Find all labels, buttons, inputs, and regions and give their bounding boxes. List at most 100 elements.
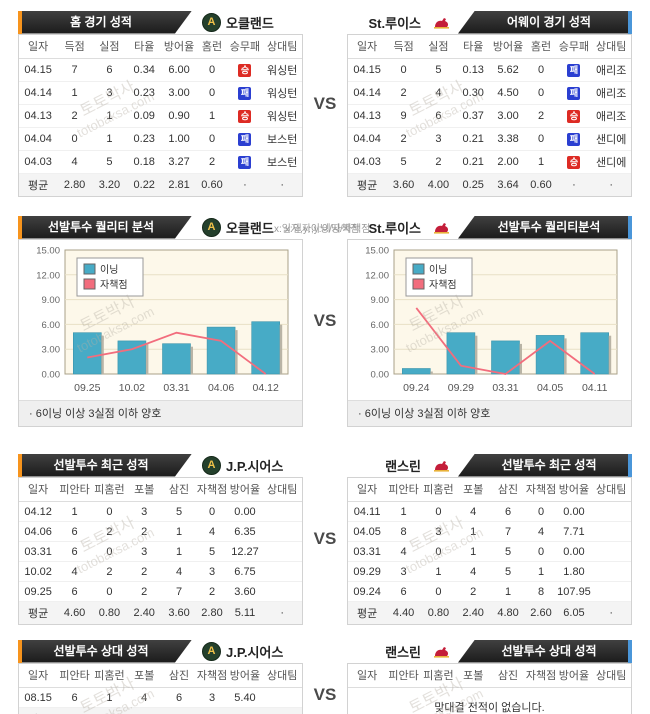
cell: 0.34 — [126, 58, 162, 82]
tab-quality-analysis: 선발투수 퀄리티분석 — [458, 215, 628, 239]
vs-label: VS — [313, 529, 337, 548]
cell: 6 — [57, 541, 93, 562]
cell: 12.27 — [227, 541, 263, 562]
cell — [262, 687, 302, 708]
cell: 7 — [490, 521, 526, 542]
svg-text:04.05: 04.05 — [537, 382, 563, 394]
cell: 5 — [490, 561, 526, 582]
cell: 4.80 — [490, 601, 526, 624]
cell: 3 — [126, 541, 162, 562]
cell: 6 — [57, 581, 93, 602]
cell: 0.00 — [227, 501, 263, 522]
cell: 3 — [126, 501, 162, 522]
cell: 7 — [57, 58, 93, 82]
svg-text:3.00: 3.00 — [42, 345, 61, 356]
cell: 0.21 — [455, 150, 491, 174]
cell: 평균 — [19, 707, 58, 714]
cell: 샌디에 — [591, 150, 631, 174]
cell: 워싱턴 — [262, 104, 302, 128]
cell: 0.23 — [126, 81, 162, 105]
cell: 2.40 — [126, 601, 162, 624]
cell: 6.00 — [161, 707, 197, 714]
cell: 1.00 — [92, 707, 127, 714]
cell: 2 — [92, 561, 127, 582]
cell: 5.62 — [490, 58, 526, 82]
cell: 03.31 — [348, 541, 387, 562]
panel-quality-oakland: 선발투수 퀄리티 분석 A 오클랜드 x:일자,y:이닝/자책점 0.00 3.0… — [18, 215, 370, 427]
table-row: 10.02 4 2 2 4 3 6.75 — [19, 561, 302, 582]
cell: 3 — [421, 127, 456, 151]
cell: 0 — [92, 541, 127, 562]
cell: 1 — [490, 581, 526, 602]
cardinals-logo — [432, 644, 452, 659]
column-header: 일자 — [348, 478, 387, 502]
result-badge-lose: 패 — [567, 63, 581, 77]
result-badge-lose: 패 — [238, 86, 252, 100]
cell: 5 — [386, 150, 422, 174]
panel-header: 선발투수 최근 성적 A J.P.시어스 — [18, 453, 303, 477]
section-game-records: 홈 경기 성적 A 오클랜드 일자 득점 실점 타율 방어율 홈런 승무패 상대팀 04.15 7… — [0, 10, 650, 197]
cell: 04.15 — [348, 58, 387, 82]
cell: 6 — [92, 58, 127, 82]
cell: 6 — [386, 581, 422, 602]
cell: 4 — [57, 561, 93, 582]
opponent-record-table-sears: 일자피안타피홈런포볼삼진자책점방어율상대팀08.15614635.40평균6.0… — [18, 663, 303, 714]
svg-text:자책점: 자책점 — [100, 279, 128, 291]
average-row: 평균 4.40 0.80 2.40 4.80 2.60 6.05 · — [348, 601, 631, 624]
svg-text:04.11: 04.11 — [582, 382, 608, 394]
column-header: 자책점 — [525, 664, 557, 688]
panel-recent-lynn: 랜스린 선발투수 최근 성적 일자 피안타 피홈런 포볼 삼진 자책점 방어율 상대팀 04.1… — [347, 453, 632, 625]
table-row: 04.15 0 5 0.13 5.62 0 패 애리조 — [348, 58, 631, 82]
orange-accent-bar — [18, 453, 22, 477]
column-header: 자책점 — [525, 478, 557, 502]
cell: 3.00 — [196, 707, 228, 714]
quality-chart-stlouis: 0.00 3.00 6.00 9.00 12.00 15.00 09.24 09.29 03.3… — [365, 246, 618, 394]
panel-opponent-lynn: 랜스린 선발투수 상대 성적 일자 피안타 피홈런 포볼 삼진 자책점 방어율 상대팀 맞대결 … — [347, 639, 632, 714]
athletics-logo: A — [202, 455, 221, 475]
cell: 보스턴 — [262, 150, 302, 174]
cell: 6.00 — [161, 58, 197, 82]
column-header: 상대팀 — [262, 478, 302, 502]
cell: 평균 — [348, 601, 387, 624]
table-row: 09.24 6 0 2 1 8 107.95 — [348, 581, 631, 602]
orange-accent-bar — [18, 10, 22, 34]
cell: 0.80 — [421, 601, 456, 624]
cell: 1 — [421, 561, 456, 582]
away-record-table: 일자 득점 실점 타율 방어율 홈런 승무패 상대팀 04.15 0 5 0.13 5.62 0 패 애리조 0… — [347, 34, 632, 197]
cell: 3.00 — [490, 104, 526, 128]
cell: 2 — [196, 150, 228, 174]
column-header: 상대팀 — [262, 664, 302, 688]
cell: 04.04 — [19, 127, 58, 151]
cell: · — [262, 173, 302, 196]
athletics-logo: A — [202, 217, 221, 237]
result-badge-win: 승 — [238, 63, 252, 77]
cell: 2 — [421, 150, 456, 174]
column-header: 홈런 — [196, 35, 228, 59]
cell: 0.37 — [455, 104, 491, 128]
table-row: 08.15 6 1 4 6 3 5.40 — [19, 687, 302, 708]
svg-text:09.25: 09.25 — [74, 382, 100, 394]
cell: 2.80 — [57, 173, 93, 196]
pitcher-name-sears: J.P.시어스 — [226, 644, 284, 660]
stat-table: 일자 득점 실점 타율 방어율 홈런 승무패 상대팀 04.15 0 5 0.13 5.62 0 패 애리조 0… — [348, 35, 631, 196]
column-header: 타율 — [126, 35, 162, 59]
cell: 3 — [386, 561, 422, 582]
cell: 4 — [525, 521, 557, 542]
table-row: 04.12 1 0 3 5 0 0.00 — [19, 501, 302, 522]
section-quality-charts: 선발투수 퀄리티 분석 A 오클랜드 x:일자,y:이닝/자책점 0.00 3.0… — [0, 215, 650, 427]
cell: 4 — [421, 81, 456, 105]
cell: 0.60 — [525, 173, 557, 196]
blue-accent-bar — [628, 639, 632, 663]
cell: 04.15 — [19, 58, 58, 82]
cell: 0 — [525, 541, 557, 562]
column-header: 일자 — [19, 478, 58, 502]
cell: 8 — [525, 581, 557, 602]
cell: 6 — [57, 687, 93, 708]
cell: 2.40 — [455, 601, 491, 624]
cell: 6 — [490, 501, 526, 522]
cell: 6 — [161, 687, 197, 708]
cell: 8 — [386, 521, 422, 542]
cell: 0.13 — [455, 58, 491, 82]
cell: 04.05 — [348, 521, 387, 542]
